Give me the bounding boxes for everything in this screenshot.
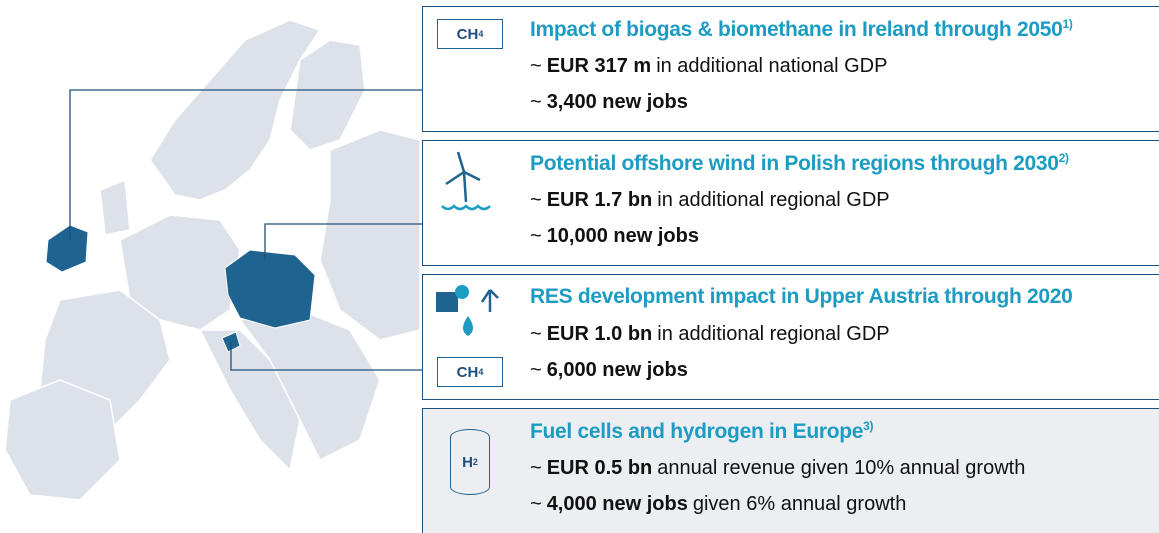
line-text: in additional national GDP: [656, 55, 888, 77]
text-line: ~ EUR 1.0 bn in additional regional GDP: [530, 323, 890, 346]
bold-figure: EUR 1.7 bn: [546, 189, 653, 211]
title-text: Impact of biogas & biomethane in Ireland…: [530, 18, 1063, 41]
bold-figure: EUR 317 m: [546, 55, 652, 77]
bold-figure: EUR 1.0 bn: [546, 323, 653, 345]
line-text: given 6% annual growth: [692, 493, 907, 515]
bold-figure: 6,000 new jobs: [546, 359, 688, 381]
title-text: RES development impact in Upper Austria …: [530, 285, 1073, 308]
footnote: 1): [1062, 17, 1073, 31]
box-title: Impact of biogas & biomethane in Ireland…: [530, 17, 1073, 42]
info-box: Potential offshore wind in Polish region…: [422, 140, 1159, 266]
title-text: Fuel cells and hydrogen in Europe: [530, 420, 864, 443]
footnote: 2): [1058, 151, 1069, 165]
marker: ~: [530, 493, 542, 515]
connector: [69, 89, 422, 240]
line-text: in additional regional GDP: [657, 189, 890, 211]
bold-figure: 3,400 new jobs: [546, 91, 688, 113]
box-title: RES development impact in Upper Austria …: [530, 285, 1073, 309]
line-text: annual revenue given 10% annual growth: [657, 457, 1026, 479]
res-icons: [436, 285, 499, 336]
text-line: ~ EUR 0.5 bn annual revenue given 10% annu…: [530, 457, 1025, 480]
bold-figure: EUR 0.5 bn: [546, 457, 653, 479]
icon-label: CH 4: [437, 357, 503, 387]
wind-icon: [441, 151, 491, 211]
connector: [230, 342, 422, 371]
info-box: CH 4 RES development impact in Upper Austr…: [422, 274, 1159, 400]
line-text: in additional regional GDP: [657, 323, 890, 345]
title-text: Potential offshore wind in Polish region…: [530, 152, 1059, 175]
icon-text: CH: [456, 25, 479, 43]
text-line: ~10,000 new jobs: [530, 225, 704, 248]
marker: ~: [530, 359, 542, 381]
marker: ~: [530, 55, 542, 77]
footnote: 3): [863, 419, 874, 433]
text-line: ~ EUR 1.7 bn in additional regional GDP: [530, 189, 890, 212]
info-box: H 2 Fuel cells and hydrogen in Europe3) ~ EU…: [422, 408, 1159, 533]
poland: [224, 249, 316, 329]
connector: [264, 223, 422, 260]
marker: ~: [530, 457, 542, 479]
icon-text: H: [462, 453, 473, 471]
text-line: ~3,400 new jobs: [530, 91, 693, 114]
icon-sub: 2: [472, 457, 478, 467]
box-title: Fuel cells and hydrogen in Europe3): [530, 419, 874, 444]
marker: ~: [530, 91, 542, 113]
bold-figure: 4,000 new jobs: [546, 493, 688, 515]
marker: ~: [530, 323, 542, 345]
text-line: ~4,000 new jobs given 6% annual growth: [530, 493, 906, 516]
icon-sub: 4: [478, 29, 484, 39]
info-box: CH 4 Impact of biogas & biomethane in Irel…: [422, 6, 1159, 132]
box-title: Potential offshore wind in Polish region…: [530, 151, 1069, 176]
europe-map: [4, 19, 422, 501]
icon-sub: 4: [478, 367, 484, 377]
bold-figure: 10,000 new jobs: [546, 225, 699, 247]
text-line: ~6,000 new jobs: [530, 359, 693, 382]
ireland: [45, 224, 89, 273]
icon-label: CH 4: [437, 19, 503, 49]
marker: ~: [530, 189, 542, 211]
text-line: ~ EUR 317 m in additional national GDP: [530, 55, 887, 78]
icon-text: CH: [456, 363, 479, 381]
marker: ~: [530, 225, 542, 247]
